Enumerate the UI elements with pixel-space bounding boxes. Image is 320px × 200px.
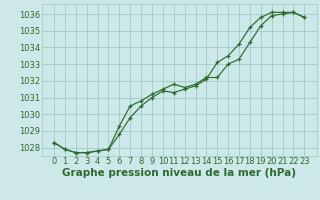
X-axis label: Graphe pression niveau de la mer (hPa): Graphe pression niveau de la mer (hPa) bbox=[62, 168, 296, 178]
